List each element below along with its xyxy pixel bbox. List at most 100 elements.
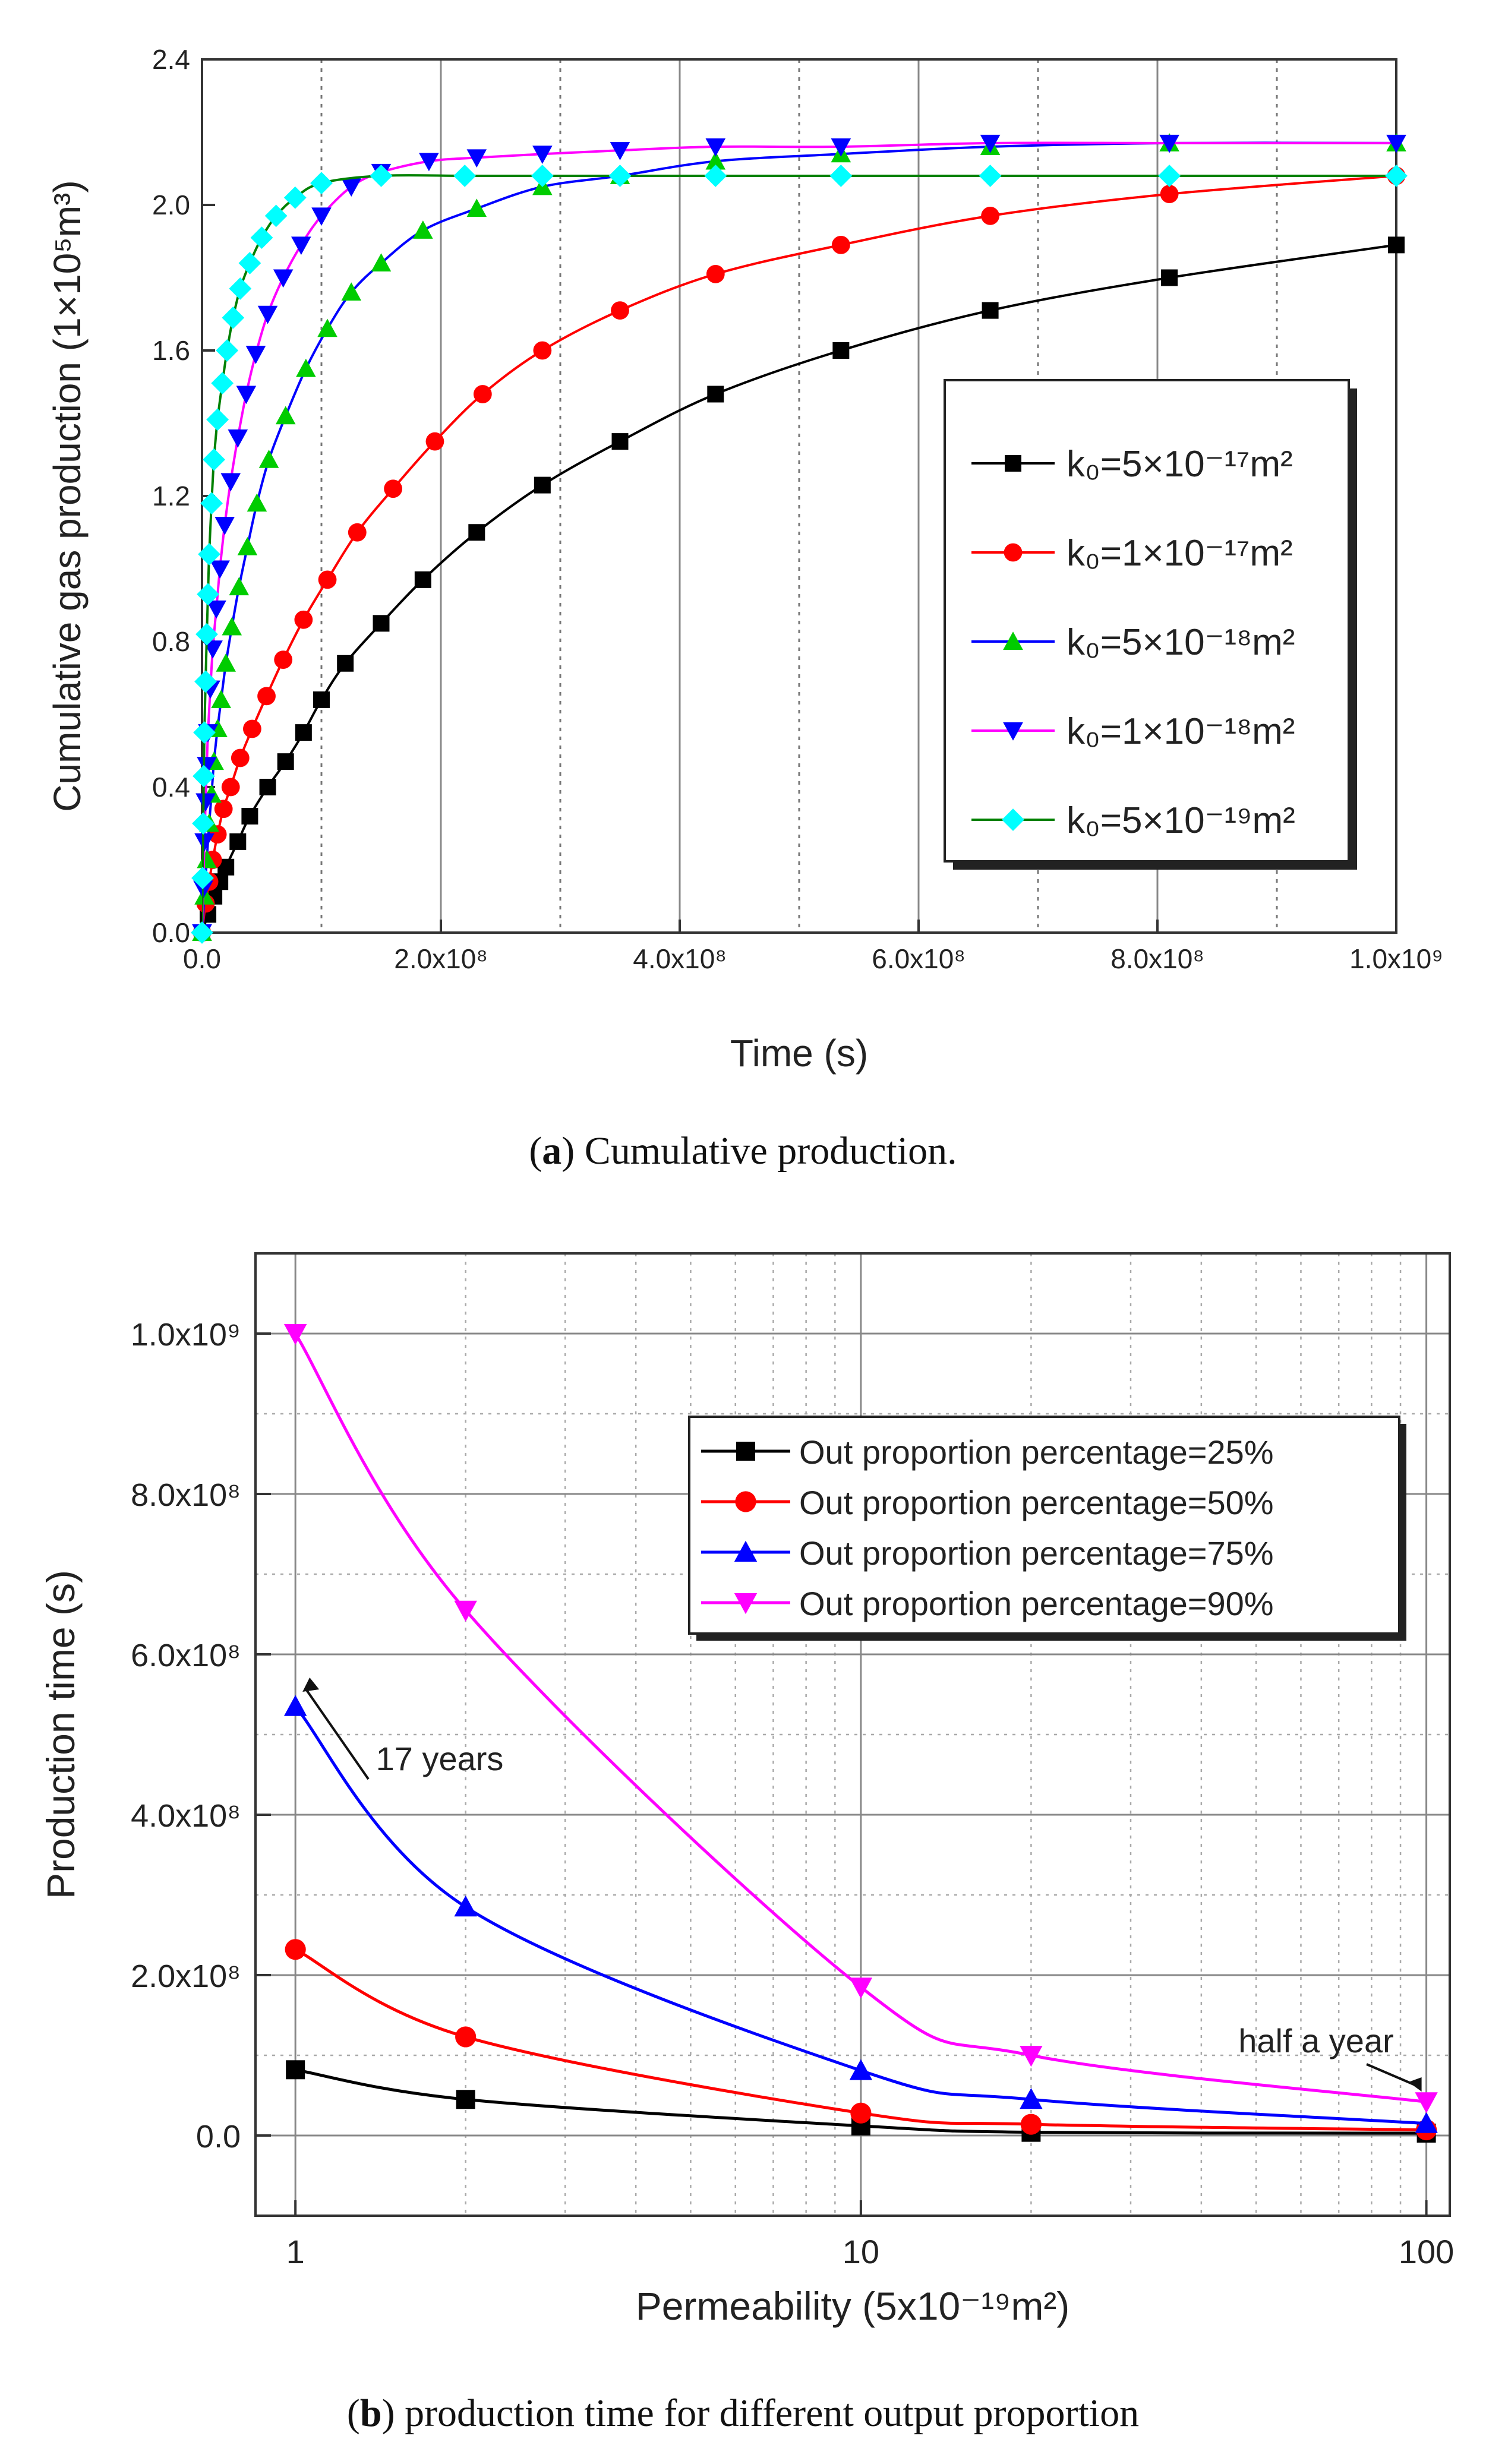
series-5-point: [206, 408, 229, 431]
series-1-point: [295, 724, 312, 741]
series-3-point: [283, 1695, 307, 1716]
series-5-point: [200, 492, 223, 515]
series-5-point: [191, 921, 213, 944]
series-5-point: [195, 623, 218, 646]
series-3-point: [275, 406, 296, 425]
series-1-point: [373, 615, 390, 632]
series-4-point: [1386, 134, 1406, 153]
legend-label-1: Out proportion percentage=25%: [799, 1433, 1274, 1471]
y-tick-label: 8.0x10⁸: [131, 1477, 241, 1513]
series-1-point: [1388, 236, 1405, 254]
series-3-point: [237, 536, 258, 555]
series-4-point: [532, 146, 553, 165]
series-3-point: [454, 1896, 477, 1917]
annotation-arrowhead-17-years: [302, 1678, 320, 1692]
series-4-point: [245, 346, 266, 364]
series-2-point: [294, 610, 313, 629]
series-2-point: [214, 800, 233, 819]
series-3-point: [466, 198, 487, 217]
series-5-point: [193, 765, 215, 788]
series-1-point: [313, 691, 330, 708]
series-4-point: [291, 236, 311, 255]
y-tick-label: 2.0: [152, 189, 190, 220]
legend-label-3: Out proportion percentage=75%: [799, 1534, 1274, 1572]
caption-a: (a) Cumulative production.: [529, 1129, 957, 1173]
series-3-point: [371, 253, 392, 271]
x-tick-label: 8.0x10⁸: [1110, 943, 1204, 974]
series-2-point: [384, 479, 402, 498]
series-1-point: [832, 342, 850, 359]
series-2-point: [221, 778, 240, 797]
series-5-point: [197, 583, 219, 606]
y-tick-label: 1.0x10⁹: [131, 1317, 241, 1353]
series-5-point: [216, 339, 239, 362]
series-4-point: [849, 1977, 873, 1999]
series-3-point: [317, 318, 337, 337]
series-5-point: [1385, 165, 1408, 187]
y-tick-label: 2.4: [152, 44, 190, 75]
series-4-point: [1020, 2046, 1043, 2067]
series-5-point: [1158, 165, 1181, 187]
series-5-point: [198, 543, 220, 566]
y-tick-label: 0.0: [152, 917, 190, 948]
series-2-point: [274, 650, 293, 669]
series-2-point: [1160, 185, 1179, 204]
series-4-point: [705, 138, 726, 157]
series-4-point: [419, 153, 439, 172]
series-1-point: [286, 2060, 305, 2080]
series-1-point: [414, 571, 431, 588]
x-tick-label: 0.0: [183, 943, 221, 974]
legend-swatch-marker: [1003, 631, 1023, 650]
series-1-point: [468, 524, 485, 541]
legend-swatch-marker: [1005, 455, 1021, 472]
x-tick-label: 1.0x10⁹: [1349, 943, 1443, 974]
legend-swatch-marker: [1003, 722, 1023, 741]
series-3-point: [222, 617, 242, 636]
legend-label-4: k₀=1×10⁻¹⁸m²: [1067, 711, 1295, 752]
y-tick-label: 0.4: [152, 772, 190, 803]
legend-label-4: Out proportion percentage=90%: [799, 1585, 1274, 1622]
caption-b-letter: b: [359, 2392, 382, 2435]
series-4-point: [194, 833, 214, 852]
series-4-line: [294, 1332, 1427, 2103]
series-2-point: [285, 1939, 306, 1960]
series-2-point: [425, 432, 444, 451]
panel-a-cumulative-production-chart: 0.0 2.0x10⁸ 4.0x10⁸ 6.0x10⁸ 8.0x10⁸ 1.0x10⁹ 0.…: [46, 44, 1443, 1075]
series-5-point: [310, 172, 333, 195]
y-tick-label: 1.2: [152, 481, 190, 511]
legend-swatch-marker: [734, 1593, 758, 1615]
x-tick-label: 6.0x10⁸: [872, 943, 966, 974]
series-5-point: [979, 165, 1002, 187]
legend-label-3: k₀=5×10⁻¹⁸m²: [1067, 622, 1295, 663]
series-2-point: [850, 2102, 872, 2124]
annotation-half-a-year: half a year: [1238, 2022, 1394, 2059]
series-4-point: [311, 207, 332, 226]
series-1-point: [277, 753, 294, 770]
legend-swatch-marker: [736, 1442, 755, 1461]
series-4-point: [203, 640, 223, 659]
series-1-point: [259, 779, 276, 795]
series-4-point: [341, 178, 362, 197]
series-1-point: [337, 655, 354, 672]
annotation-arrowhead-half-a-year: [1408, 2077, 1422, 2092]
x-tick-label: 1: [286, 2233, 305, 2270]
series-2-point: [243, 719, 261, 738]
series-5-point: [704, 165, 727, 187]
series-4-point: [220, 473, 241, 492]
y-axis-label: Cumulative gas production (1×10⁵m³): [46, 180, 89, 811]
series-4-point: [228, 429, 248, 448]
series-3-point: [413, 220, 433, 239]
series-4-point: [1159, 134, 1179, 153]
series-5-point: [250, 226, 273, 249]
series-3-point: [1020, 2088, 1043, 2109]
legend-swatch-marker: [1002, 808, 1024, 831]
series-2-point: [348, 523, 367, 542]
series-4-point: [831, 138, 851, 157]
series-1-point: [229, 833, 247, 850]
y-tick-label: 2.0x10⁸: [131, 1958, 241, 1994]
series-2-point: [231, 748, 250, 767]
series-2-point: [1020, 2114, 1042, 2135]
series-5-point: [194, 670, 217, 693]
series-5-point: [222, 306, 245, 329]
series-4-point: [273, 269, 294, 288]
